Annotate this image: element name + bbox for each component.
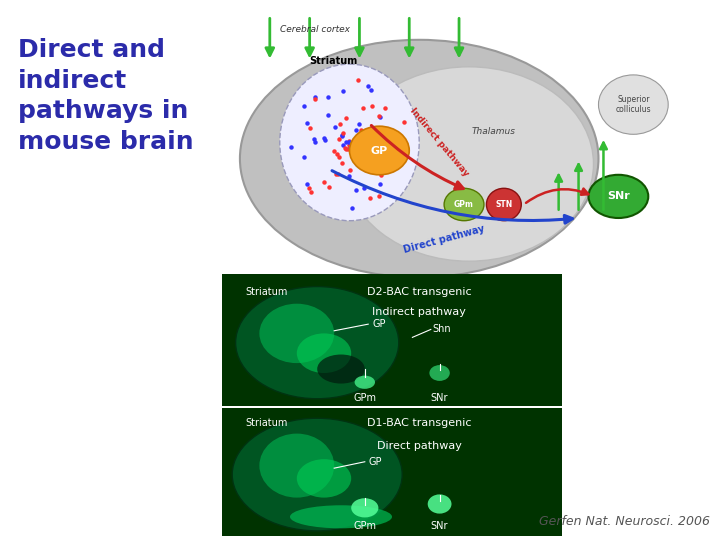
- Ellipse shape: [487, 188, 521, 221]
- Text: Indirect pathway: Indirect pathway: [408, 106, 470, 178]
- Text: Cerebral cortex: Cerebral cortex: [280, 24, 350, 33]
- Text: Thalamus: Thalamus: [472, 127, 516, 136]
- Text: Indirect pathway: Indirect pathway: [372, 307, 466, 317]
- Ellipse shape: [428, 495, 451, 514]
- Text: SNr: SNr: [607, 191, 630, 201]
- Text: Striatum: Striatum: [246, 418, 288, 428]
- Ellipse shape: [240, 40, 598, 278]
- Text: STN: STN: [495, 200, 513, 209]
- Text: GP: GP: [371, 145, 388, 156]
- Text: Striatum: Striatum: [246, 287, 288, 297]
- Text: Direct and
indirect
pathways in
mouse brain: Direct and indirect pathways in mouse br…: [18, 38, 194, 154]
- Ellipse shape: [259, 434, 334, 497]
- Text: Shn: Shn: [433, 325, 451, 334]
- Text: Direct pathway: Direct pathway: [402, 224, 486, 255]
- Text: Direct pathway: Direct pathway: [377, 441, 462, 451]
- Text: SNr: SNr: [431, 393, 449, 403]
- Text: Superior
colliculus: Superior colliculus: [616, 95, 651, 114]
- Ellipse shape: [588, 175, 648, 218]
- Ellipse shape: [344, 67, 593, 261]
- Ellipse shape: [598, 75, 668, 134]
- Text: Striatum: Striatum: [310, 56, 358, 66]
- Bar: [222, 408, 562, 536]
- Text: GP: GP: [369, 457, 382, 467]
- Ellipse shape: [232, 418, 402, 531]
- Text: GPm: GPm: [354, 393, 377, 403]
- Text: GPm: GPm: [354, 521, 377, 531]
- Ellipse shape: [354, 376, 375, 389]
- Ellipse shape: [259, 303, 334, 363]
- Ellipse shape: [429, 365, 450, 381]
- Ellipse shape: [297, 459, 351, 497]
- Ellipse shape: [235, 287, 399, 399]
- Ellipse shape: [290, 505, 392, 528]
- Ellipse shape: [280, 64, 419, 221]
- Ellipse shape: [349, 126, 409, 175]
- Text: Gerfen Nat. Neurosci. 2006: Gerfen Nat. Neurosci. 2006: [539, 515, 710, 528]
- Ellipse shape: [297, 333, 351, 373]
- Ellipse shape: [444, 188, 484, 221]
- Text: SNr: SNr: [431, 521, 449, 531]
- Text: GPm: GPm: [454, 200, 474, 209]
- Ellipse shape: [318, 355, 365, 383]
- Ellipse shape: [351, 498, 379, 517]
- Text: D2-BAC transgenic: D2-BAC transgenic: [367, 287, 472, 297]
- Text: D1-BAC transgenic: D1-BAC transgenic: [367, 418, 472, 428]
- Text: GP: GP: [372, 319, 386, 329]
- Bar: [222, 274, 562, 406]
